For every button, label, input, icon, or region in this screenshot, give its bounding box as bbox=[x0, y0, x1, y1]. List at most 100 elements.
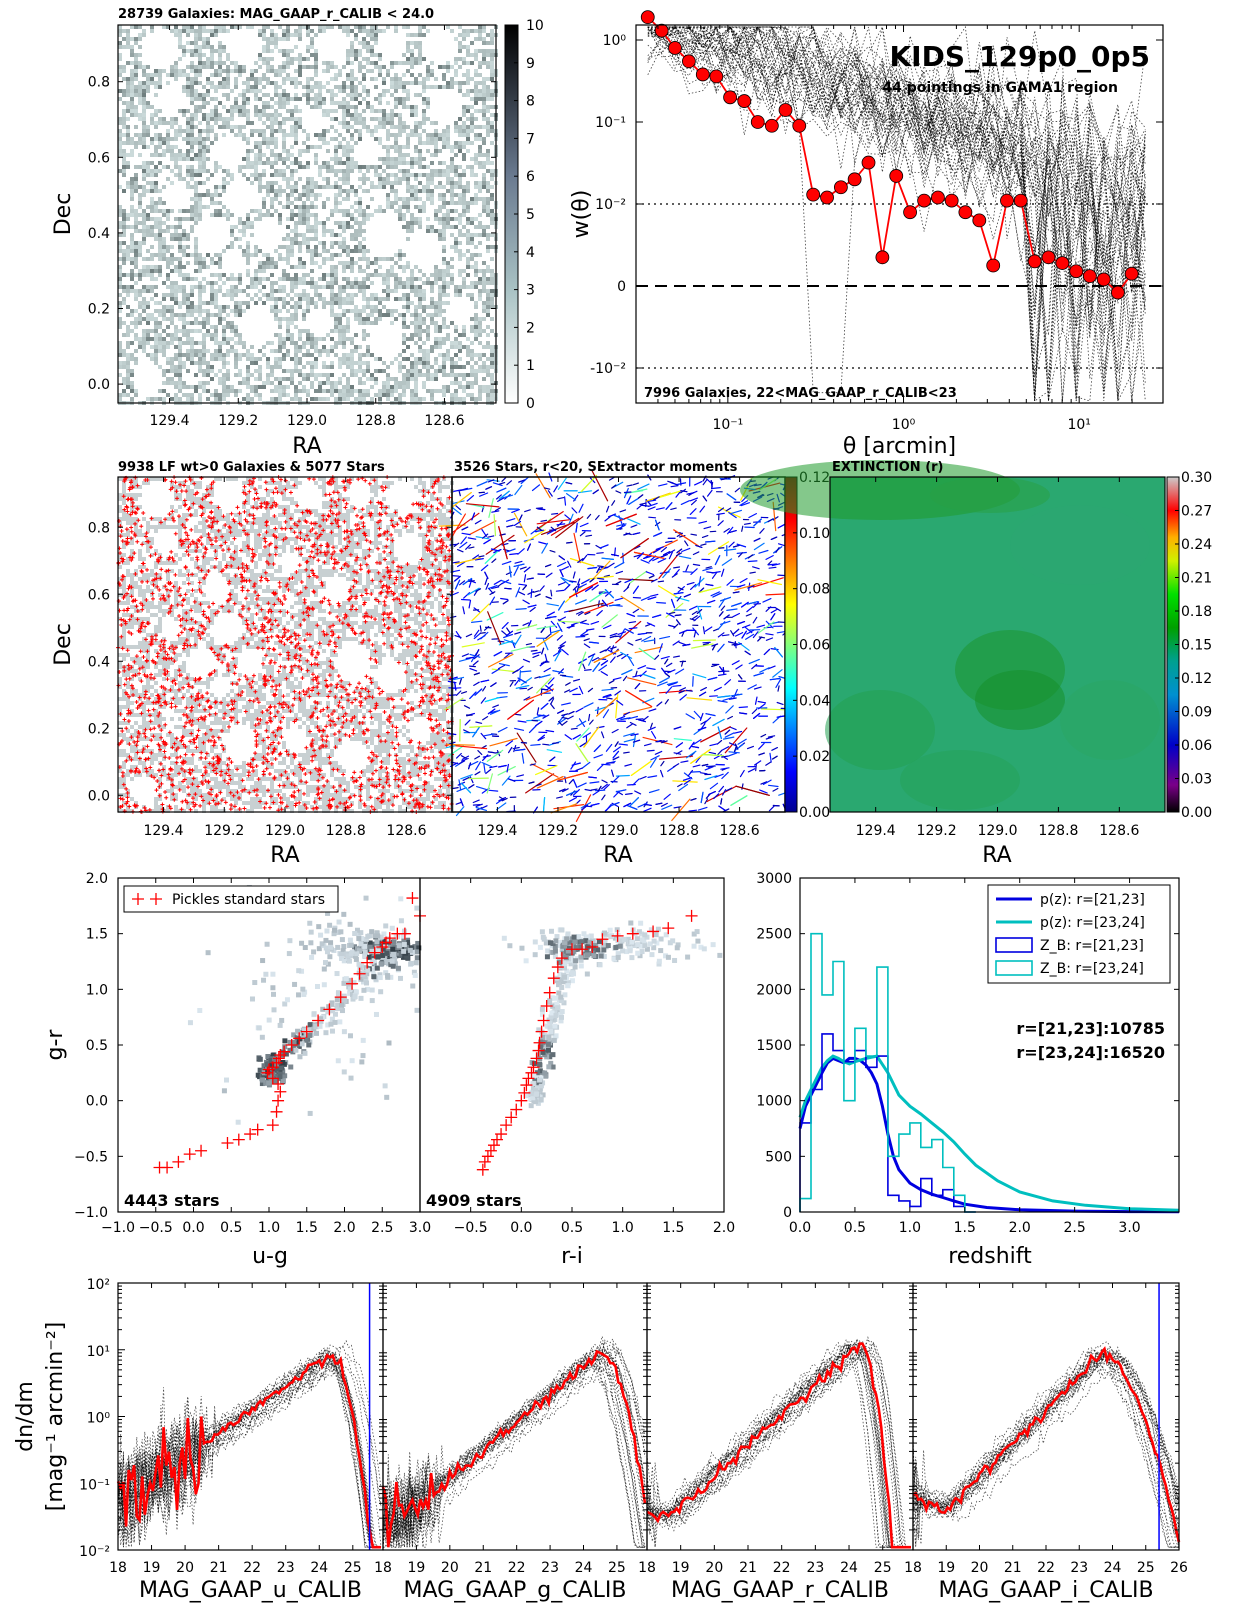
density-cell bbox=[334, 169, 338, 173]
density-cell bbox=[386, 277, 390, 281]
density-cell bbox=[210, 201, 214, 205]
density-cell bbox=[410, 73, 414, 77]
density-cell bbox=[426, 77, 430, 81]
density-cell bbox=[354, 313, 358, 317]
density-xlabel: RA bbox=[292, 434, 321, 459]
density-cell bbox=[150, 181, 154, 185]
density-cell bbox=[270, 373, 274, 377]
density-cell bbox=[478, 385, 482, 389]
density-cell bbox=[154, 113, 158, 117]
density-cell bbox=[442, 73, 446, 77]
lf-galaxy-cell bbox=[130, 621, 134, 625]
density-cell bbox=[486, 201, 490, 205]
density-cell bbox=[430, 61, 434, 65]
density-cell bbox=[150, 357, 154, 361]
density-cell bbox=[450, 245, 454, 249]
lf-galaxy-cell bbox=[122, 577, 126, 581]
lf-galaxy-cell bbox=[130, 541, 134, 545]
density-cell bbox=[370, 37, 374, 41]
density-cell bbox=[310, 205, 314, 209]
density-cell bbox=[414, 33, 418, 37]
density-cell bbox=[278, 193, 282, 197]
density-cell bbox=[310, 201, 314, 205]
density-cell bbox=[226, 305, 230, 309]
density-cell bbox=[190, 321, 194, 325]
density-cell bbox=[318, 165, 322, 169]
density-cell bbox=[406, 141, 410, 145]
density-cell bbox=[442, 317, 446, 321]
density-cell bbox=[382, 157, 386, 161]
density-cell bbox=[346, 101, 350, 105]
density-cell bbox=[410, 189, 414, 193]
density-cell bbox=[346, 393, 350, 397]
density-cell bbox=[210, 97, 214, 101]
density-cell bbox=[190, 69, 194, 73]
density-cell bbox=[458, 213, 462, 217]
density-cell bbox=[258, 189, 262, 193]
density-cell bbox=[226, 97, 230, 101]
density-cell bbox=[174, 237, 178, 241]
density-cell bbox=[442, 85, 446, 89]
density-cell bbox=[134, 165, 138, 169]
density-cell bbox=[482, 141, 486, 145]
density-cell bbox=[382, 93, 386, 97]
density-cell bbox=[282, 257, 286, 261]
density-cell bbox=[198, 369, 202, 373]
density-cell bbox=[406, 345, 410, 349]
density-cell bbox=[422, 85, 426, 89]
density-cell bbox=[246, 261, 250, 265]
density-cell bbox=[270, 389, 274, 393]
density-cell bbox=[334, 381, 338, 385]
density-cell bbox=[274, 181, 278, 185]
density-cell bbox=[278, 381, 282, 385]
wtheta-pointing-curve bbox=[647, 26, 1146, 394]
density-cell bbox=[198, 157, 202, 161]
density-cell bbox=[158, 217, 162, 221]
density-cell bbox=[486, 213, 490, 217]
density-cell bbox=[410, 41, 414, 45]
density-cell bbox=[442, 285, 446, 289]
density-cell bbox=[458, 229, 462, 233]
density-cell bbox=[242, 233, 246, 237]
density-cell bbox=[342, 329, 346, 333]
density-cell bbox=[238, 69, 242, 73]
density-cell bbox=[146, 313, 150, 317]
density-cell bbox=[270, 33, 274, 37]
density-cell bbox=[266, 297, 270, 301]
density-cell bbox=[278, 113, 282, 117]
density-cell bbox=[462, 109, 466, 113]
density-cell bbox=[194, 249, 198, 253]
density-cell bbox=[346, 57, 350, 61]
density-cell bbox=[470, 317, 474, 321]
density-cell bbox=[410, 133, 414, 137]
density-cell bbox=[194, 241, 198, 245]
density-cell bbox=[454, 389, 458, 393]
density-cell bbox=[246, 137, 250, 141]
density-cell bbox=[126, 37, 130, 41]
density-cell bbox=[134, 57, 138, 61]
density-cell bbox=[266, 265, 270, 269]
density-cell bbox=[174, 133, 178, 137]
density-cell bbox=[254, 157, 258, 161]
density-cell bbox=[118, 221, 122, 225]
density-cell bbox=[262, 137, 266, 141]
density-cell bbox=[330, 309, 334, 313]
density-cell bbox=[410, 57, 414, 61]
density-cell bbox=[402, 61, 406, 65]
density-cell bbox=[202, 381, 206, 385]
density-cell bbox=[182, 253, 186, 257]
density-cell bbox=[254, 249, 258, 253]
density-cell bbox=[462, 385, 466, 389]
density-cell bbox=[310, 257, 314, 261]
density-cell bbox=[346, 33, 350, 37]
lf-galaxy-cell bbox=[130, 521, 134, 525]
density-cell bbox=[422, 361, 426, 365]
density-cell bbox=[182, 229, 186, 233]
density-cell bbox=[158, 85, 162, 89]
density-cell bbox=[342, 169, 346, 173]
density-cell bbox=[270, 65, 274, 69]
density-cell bbox=[294, 221, 298, 225]
density-cell bbox=[194, 53, 198, 57]
density-cell bbox=[270, 305, 274, 309]
lf-galaxy-cell bbox=[126, 757, 130, 761]
